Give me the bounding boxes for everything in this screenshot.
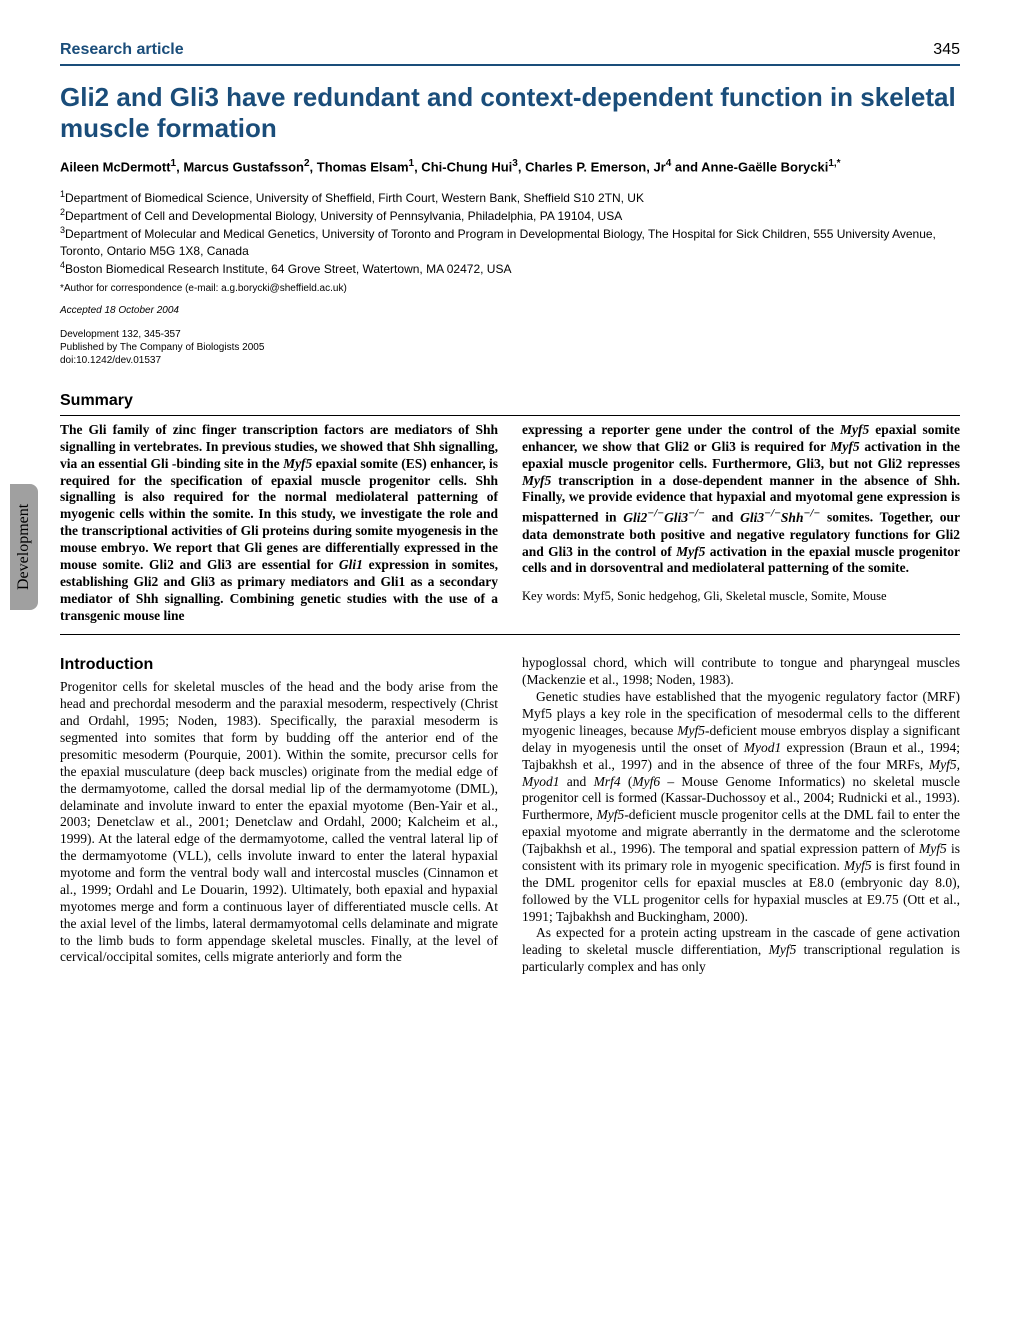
- correspondence: *Author for correspondence (e-mail: a.g.…: [60, 283, 960, 296]
- summary-heading: Summary: [60, 391, 960, 411]
- intro-left-column: Introduction Progenitor cells for skelet…: [60, 655, 498, 976]
- article-type: Research article: [60, 40, 184, 60]
- intro-heading: Introduction: [60, 655, 498, 675]
- affiliations: 1Department of Biomedical Science, Unive…: [60, 188, 960, 277]
- keywords: Key words: Myf5, Sonic hedgehog, Gli, Sk…: [522, 589, 960, 605]
- introduction-section: Introduction Progenitor cells for skelet…: [60, 655, 960, 976]
- intro-right-column: hypoglossal chord, which will contribute…: [522, 655, 960, 976]
- summary-left: The Gli family of zinc finger transcript…: [60, 422, 498, 625]
- author-list: Aileen McDermott1, Marcus Gustafsson2, T…: [60, 158, 960, 176]
- summary-right: expressing a reporter gene under the con…: [522, 422, 960, 625]
- summary-block: The Gli family of zinc finger transcript…: [60, 415, 960, 636]
- publication-info: Development 132, 345-357Published by The…: [60, 328, 960, 367]
- article-title: Gli2 and Gli3 have redundant and context…: [60, 82, 960, 144]
- journal-tab: Development: [10, 484, 38, 610]
- accepted-date: Accepted 18 October 2004: [60, 305, 960, 318]
- page-header: Research article 345: [60, 40, 960, 66]
- page-number: 345: [933, 40, 960, 60]
